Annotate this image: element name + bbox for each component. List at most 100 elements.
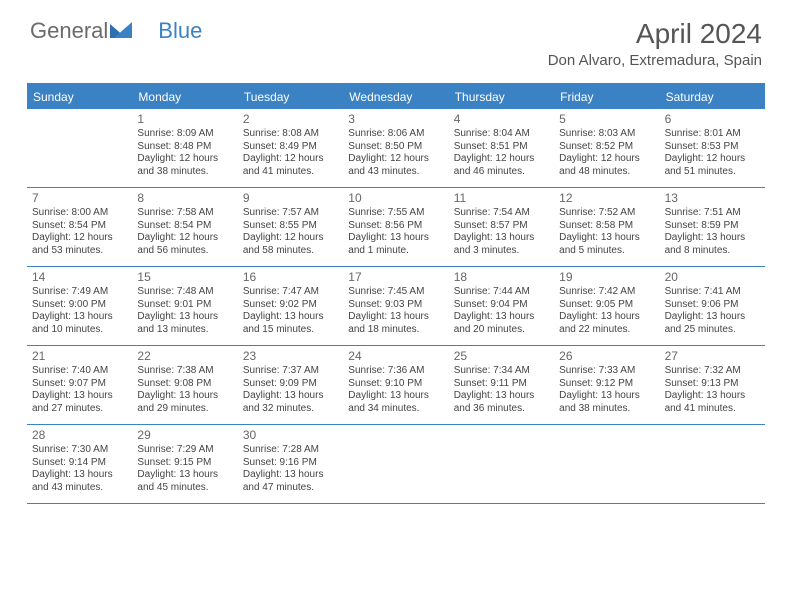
day-number: 27 [665, 349, 760, 364]
sunset-text: Sunset: 8:54 PM [137, 220, 232, 233]
day-cell-5: 5Sunrise: 8:03 AMSunset: 8:52 PMDaylight… [554, 109, 659, 187]
day-cell-6: 6Sunrise: 8:01 AMSunset: 8:53 PMDaylight… [660, 109, 765, 187]
sunset-text: Sunset: 8:53 PM [665, 141, 760, 154]
sunrise-text: Sunrise: 8:09 AM [137, 128, 232, 141]
daylight-line2: and 43 minutes. [32, 482, 127, 495]
day-cell-20: 20Sunrise: 7:41 AMSunset: 9:06 PMDayligh… [660, 267, 765, 345]
sunrise-text: Sunrise: 7:30 AM [32, 444, 127, 457]
sunrise-text: Sunrise: 7:38 AM [137, 365, 232, 378]
sunrise-text: Sunrise: 7:28 AM [243, 444, 338, 457]
day-cell-empty [660, 425, 765, 503]
day-cell-25: 25Sunrise: 7:34 AMSunset: 9:11 PMDayligh… [449, 346, 554, 424]
sunrise-text: Sunrise: 7:37 AM [243, 365, 338, 378]
day-cell-12: 12Sunrise: 7:52 AMSunset: 8:58 PMDayligh… [554, 188, 659, 266]
sunset-text: Sunset: 9:01 PM [137, 299, 232, 312]
daylight-line2: and 3 minutes. [454, 245, 549, 258]
daylight-line2: and 46 minutes. [454, 166, 549, 179]
week-row: 7Sunrise: 8:00 AMSunset: 8:54 PMDaylight… [27, 188, 765, 267]
sunrise-text: Sunrise: 8:06 AM [348, 128, 443, 141]
daylight-line2: and 22 minutes. [559, 324, 654, 337]
day-cell-27: 27Sunrise: 7:32 AMSunset: 9:13 PMDayligh… [660, 346, 765, 424]
day-number: 24 [348, 349, 443, 364]
daylight-line1: Daylight: 13 hours [243, 311, 338, 324]
day-cell-7: 7Sunrise: 8:00 AMSunset: 8:54 PMDaylight… [27, 188, 132, 266]
sunrise-text: Sunrise: 7:29 AM [137, 444, 232, 457]
sunrise-text: Sunrise: 8:00 AM [32, 207, 127, 220]
day-number: 25 [454, 349, 549, 364]
day-cell-empty [27, 109, 132, 187]
week-row: 28Sunrise: 7:30 AMSunset: 9:14 PM Dayligh… [27, 425, 765, 504]
daylight-line1: Daylight: 13 hours [665, 232, 760, 245]
daylight-line1: Daylight: 13 hours [137, 469, 232, 482]
daylight-line1: Daylight: 12 hours [559, 153, 654, 166]
daylight-line2: and 25 minutes. [665, 324, 760, 337]
sunset-text: Sunset: 9:11 PM [454, 378, 549, 391]
sunset-text: Sunset: 9:14 PM [32, 457, 127, 470]
daylight-line1: Daylight: 13 hours [665, 311, 760, 324]
daylight-line2: and 32 minutes. [243, 403, 338, 416]
day-number: 3 [348, 112, 443, 127]
sunset-text: Sunset: 8:55 PM [243, 220, 338, 233]
weekday-row: SundayMondayTuesdayWednesdayThursdayFrid… [27, 85, 765, 109]
daylight-line2: and 1 minute. [348, 245, 443, 258]
sunset-text: Sunset: 9:09 PM [243, 378, 338, 391]
day-cell-15: 15Sunrise: 7:48 AMSunset: 9:01 PMDayligh… [132, 267, 237, 345]
sunset-text: Sunset: 9:00 PM [32, 299, 127, 312]
daylight-line2: and 41 minutes. [665, 403, 760, 416]
sunset-text: Sunset: 9:05 PM [559, 299, 654, 312]
week-row: 1Sunrise: 8:09 AMSunset: 8:48 PMDaylight… [27, 109, 765, 188]
logo-text-1: General [30, 18, 108, 44]
sunset-text: Sunset: 9:04 PM [454, 299, 549, 312]
day-number: 1 [137, 112, 232, 127]
day-cell-26: 26Sunrise: 7:33 AMSunset: 9:12 PMDayligh… [554, 346, 659, 424]
daylight-line2: and 56 minutes. [137, 245, 232, 258]
sunrise-text: Sunrise: 7:33 AM [559, 365, 654, 378]
day-cell-empty [554, 425, 659, 503]
day-number: 28 [32, 428, 127, 443]
day-number: 5 [559, 112, 654, 127]
day-number: 23 [243, 349, 338, 364]
sunset-text: Sunset: 8:56 PM [348, 220, 443, 233]
daylight-line1: Daylight: 13 hours [348, 390, 443, 403]
daylight-line1: Daylight: 13 hours [348, 311, 443, 324]
sunset-text: Sunset: 8:50 PM [348, 141, 443, 154]
daylight-line1: Daylight: 12 hours [348, 153, 443, 166]
daylight-line2: and 41 minutes. [243, 166, 338, 179]
sunrise-text: Sunrise: 7:42 AM [559, 286, 654, 299]
daylight-line1: Daylight: 13 hours [32, 390, 127, 403]
day-cell-22: 22Sunrise: 7:38 AMSunset: 9:08 PMDayligh… [132, 346, 237, 424]
day-cell-9: 9Sunrise: 7:57 AMSunset: 8:55 PMDaylight… [238, 188, 343, 266]
daylight-line2: and 8 minutes. [665, 245, 760, 258]
sunset-text: Sunset: 8:59 PM [665, 220, 760, 233]
daylight-line1: Daylight: 13 hours [243, 469, 338, 482]
sunset-text: Sunset: 9:07 PM [32, 378, 127, 391]
sunrise-text: Sunrise: 7:48 AM [137, 286, 232, 299]
day-number: 18 [454, 270, 549, 285]
day-cell-2: 2Sunrise: 8:08 AMSunset: 8:49 PMDaylight… [238, 109, 343, 187]
day-cell-10: 10Sunrise: 7:55 AMSunset: 8:56 PMDayligh… [343, 188, 448, 266]
daylight-line2: and 5 minutes. [559, 245, 654, 258]
sunset-text: Sunset: 8:58 PM [559, 220, 654, 233]
daylight-line2: and 27 minutes. [32, 403, 127, 416]
week-row: 21Sunrise: 7:40 AMSunset: 9:07 PMDayligh… [27, 346, 765, 425]
day-number: 30 [243, 428, 338, 443]
daylight-line1: Daylight: 13 hours [137, 311, 232, 324]
day-cell-30: 30Sunrise: 7:28 AMSunset: 9:16 PMDayligh… [238, 425, 343, 503]
sunrise-text: Sunrise: 7:44 AM [454, 286, 549, 299]
daylight-line2: and 15 minutes. [243, 324, 338, 337]
day-cell-18: 18Sunrise: 7:44 AMSunset: 9:04 PMDayligh… [449, 267, 554, 345]
day-cell-16: 16Sunrise: 7:47 AMSunset: 9:02 PMDayligh… [238, 267, 343, 345]
weekday-saturday: Saturday [660, 85, 765, 109]
sunrise-text: Sunrise: 7:32 AM [665, 365, 760, 378]
sunrise-text: Sunrise: 7:58 AM [137, 207, 232, 220]
header: General Blue April 2024 Don Alvaro, Extr… [0, 0, 792, 77]
daylight-line1: Daylight: 13 hours [137, 390, 232, 403]
day-cell-23: 23Sunrise: 7:37 AMSunset: 9:09 PMDayligh… [238, 346, 343, 424]
sunrise-text: Sunrise: 7:45 AM [348, 286, 443, 299]
location-subtitle: Don Alvaro, Extremadura, Spain [548, 52, 762, 69]
day-cell-3: 3Sunrise: 8:06 AMSunset: 8:50 PMDaylight… [343, 109, 448, 187]
logo-text-2: Blue [158, 18, 202, 44]
weekday-monday: Monday [132, 85, 237, 109]
sunset-text: Sunset: 9:02 PM [243, 299, 338, 312]
sunrise-text: Sunrise: 7:40 AM [32, 365, 127, 378]
